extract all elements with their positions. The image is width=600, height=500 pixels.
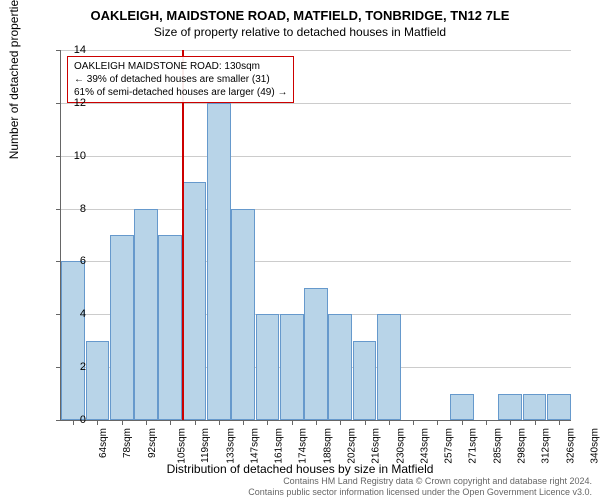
y-tick-label: 6 [80, 255, 86, 267]
histogram-bar [547, 394, 571, 420]
x-tick-mark [170, 420, 171, 425]
histogram-bar [86, 341, 110, 420]
y-tick-label: 14 [74, 44, 86, 56]
x-tick-mark [316, 420, 317, 425]
x-tick-label: 188sqm [322, 428, 333, 464]
x-tick-mark [267, 420, 268, 425]
histogram-bar [304, 288, 328, 420]
y-tick-label: 8 [80, 203, 86, 215]
x-tick-label: 216sqm [371, 428, 382, 464]
x-tick-mark [389, 420, 390, 425]
histogram-bar [280, 314, 304, 420]
x-tick-mark [122, 420, 123, 425]
x-tick-mark [535, 420, 536, 425]
x-tick-label: 257sqm [444, 428, 455, 464]
histogram-bar [231, 209, 255, 420]
x-tick-mark [243, 420, 244, 425]
y-tick-mark [56, 103, 61, 104]
histogram-bar [523, 394, 547, 420]
x-tick-label: 312sqm [541, 428, 552, 464]
chart-title-sub: Size of property relative to detached ho… [0, 23, 600, 39]
histogram-bar [61, 261, 85, 420]
x-tick-label: 161sqm [274, 428, 285, 464]
x-tick-label: 64sqm [98, 428, 109, 458]
x-tick-label: 92sqm [147, 428, 158, 458]
x-axis-label: Distribution of detached houses by size … [0, 462, 600, 476]
histogram-bar [158, 235, 182, 420]
x-tick-label: 243sqm [419, 428, 430, 464]
x-tick-label: 285sqm [492, 428, 503, 464]
x-tick-label: 133sqm [225, 428, 236, 464]
grid-line [61, 50, 571, 51]
x-tick-mark [365, 420, 366, 425]
y-axis-label: Number of detached properties [7, 0, 21, 159]
x-tick-mark [559, 420, 560, 425]
y-tick-label: 0 [80, 414, 86, 426]
x-tick-label: 174sqm [298, 428, 309, 464]
footer-line-1: Contains HM Land Registry data © Crown c… [248, 476, 592, 487]
y-tick-label: 4 [80, 308, 86, 320]
x-tick-mark [510, 420, 511, 425]
x-tick-mark [97, 420, 98, 425]
y-tick-mark [56, 209, 61, 210]
x-tick-mark [73, 420, 74, 425]
x-tick-mark [340, 420, 341, 425]
histogram-bar [207, 103, 231, 420]
histogram-bar [110, 235, 134, 420]
histogram-bar [353, 341, 377, 420]
footer-text: Contains HM Land Registry data © Crown c… [248, 476, 592, 498]
x-tick-label: 326sqm [565, 428, 576, 464]
histogram-bar [328, 314, 352, 420]
y-tick-mark [56, 156, 61, 157]
info-box: OAKLEIGH MAIDSTONE ROAD: 130sqm ← 39% of… [67, 56, 294, 103]
plot-area: OAKLEIGH MAIDSTONE ROAD: 130sqm ← 39% of… [60, 50, 571, 421]
y-tick-label: 12 [74, 97, 86, 109]
x-tick-label: 119sqm [200, 428, 211, 463]
x-tick-mark [195, 420, 196, 425]
chart-container: OAKLEIGH, MAIDSTONE ROAD, MATFIELD, TONB… [0, 0, 600, 500]
histogram-bar [377, 314, 401, 420]
histogram-bar [183, 182, 207, 420]
x-tick-mark [292, 420, 293, 425]
y-tick-label: 2 [80, 361, 86, 373]
info-line-1: OAKLEIGH MAIDSTONE ROAD: 130sqm [74, 60, 287, 73]
info-line-3: 61% of semi-detached houses are larger (… [74, 86, 287, 99]
x-tick-label: 340sqm [589, 428, 600, 464]
x-tick-label: 78sqm [122, 428, 133, 458]
x-tick-label: 202sqm [347, 428, 358, 464]
histogram-bar [256, 314, 280, 420]
info-line-2: ← 39% of detached houses are smaller (31… [74, 73, 287, 86]
histogram-bar [498, 394, 522, 420]
y-tick-mark [56, 420, 61, 421]
y-tick-label: 10 [74, 150, 86, 162]
x-tick-mark [413, 420, 414, 425]
x-tick-mark [146, 420, 147, 425]
footer-line-2: Contains public sector information licen… [248, 487, 592, 498]
x-tick-label: 230sqm [395, 428, 406, 464]
x-tick-label: 147sqm [249, 428, 260, 464]
x-tick-mark [462, 420, 463, 425]
marker-line [182, 50, 184, 420]
chart-title-main: OAKLEIGH, MAIDSTONE ROAD, MATFIELD, TONB… [0, 0, 600, 23]
histogram-bar [134, 209, 158, 420]
x-tick-mark [486, 420, 487, 425]
x-tick-label: 105sqm [177, 428, 188, 464]
x-tick-label: 298sqm [517, 428, 528, 464]
x-tick-mark [219, 420, 220, 425]
grid-line [61, 156, 571, 157]
x-tick-mark [437, 420, 438, 425]
y-tick-mark [56, 50, 61, 51]
histogram-bar [450, 394, 474, 420]
x-tick-label: 271sqm [468, 428, 479, 464]
